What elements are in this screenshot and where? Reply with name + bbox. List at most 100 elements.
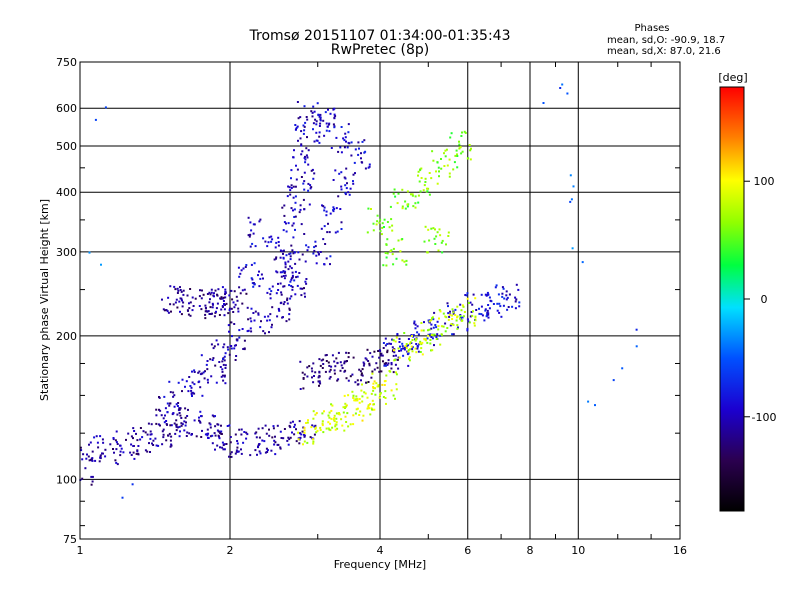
echo-point <box>211 359 214 361</box>
echo-point <box>370 392 373 395</box>
echo-point <box>458 143 461 146</box>
echo-point <box>206 434 209 437</box>
echo-point <box>400 348 403 350</box>
echo-point <box>325 214 328 217</box>
echo-point <box>471 303 474 306</box>
echo-point <box>238 329 241 332</box>
echo-point <box>368 163 371 166</box>
echo-point <box>392 192 395 195</box>
echo-point <box>115 430 118 433</box>
echo-point <box>90 475 93 478</box>
echo-point <box>359 410 362 413</box>
echo-point <box>179 289 182 291</box>
echo-point <box>81 477 84 480</box>
echo-point <box>370 407 373 410</box>
echo-point <box>362 414 365 417</box>
echo-point <box>435 170 437 173</box>
echo-point <box>325 354 328 356</box>
echo-point <box>213 432 216 435</box>
echo-point <box>307 419 309 422</box>
echo-point <box>435 336 438 338</box>
echo-point <box>411 350 414 353</box>
echo-point <box>352 356 355 359</box>
echo-point <box>333 420 336 423</box>
echo-point <box>233 344 236 347</box>
echo-point <box>474 319 477 322</box>
echo-point <box>240 428 243 431</box>
echo-point <box>361 368 364 371</box>
echo-point <box>240 269 243 272</box>
echo-point <box>228 455 230 458</box>
echo-point <box>303 432 306 434</box>
echo-point <box>229 441 232 444</box>
echo-point <box>319 122 322 125</box>
echo-point <box>288 424 291 427</box>
echo-point <box>282 275 285 277</box>
echo-point <box>487 316 490 319</box>
echo-point <box>325 427 328 430</box>
echo-point <box>323 225 326 228</box>
echo-point <box>187 408 189 411</box>
echo-point <box>445 243 447 246</box>
echo-point <box>289 297 292 300</box>
echo-point <box>380 352 383 355</box>
echo-point <box>570 198 573 201</box>
echo-point <box>303 129 306 132</box>
echo-point <box>208 301 211 304</box>
echo-point <box>440 167 443 170</box>
echo-point <box>344 405 347 408</box>
echo-point <box>299 116 302 119</box>
echo-point <box>216 444 219 447</box>
echo-point <box>207 381 209 384</box>
echo-point <box>319 116 322 119</box>
echo-point <box>559 87 562 89</box>
echo-point <box>283 214 286 217</box>
echo-point <box>322 431 325 434</box>
echo-point <box>221 370 224 373</box>
echo-point <box>448 313 451 316</box>
echo-point <box>280 437 283 439</box>
echo-point <box>438 317 440 320</box>
echo-point <box>361 374 364 377</box>
echo-point <box>289 280 292 283</box>
echo-point <box>268 331 270 334</box>
echo-point <box>429 342 432 345</box>
echo-point <box>214 311 217 314</box>
echo-point <box>213 345 216 348</box>
echo-point <box>257 312 260 315</box>
echo-point <box>314 371 317 374</box>
echo-point <box>286 302 289 305</box>
echo-point <box>347 356 350 359</box>
echo-point <box>198 416 200 419</box>
echo-point <box>154 437 157 440</box>
echo-point <box>293 426 296 428</box>
echo-point <box>191 395 193 397</box>
echo-point <box>427 228 430 231</box>
echo-point <box>542 102 545 104</box>
echo-point <box>352 182 355 185</box>
echo-point <box>202 293 205 296</box>
echo-point <box>282 316 284 319</box>
echo-point <box>355 395 358 398</box>
echo-point <box>330 365 333 368</box>
echo-point <box>411 193 414 196</box>
echo-point <box>214 434 217 437</box>
y-tick-label: 600 <box>56 102 77 115</box>
echo-point <box>395 373 398 376</box>
echo-point <box>259 452 262 455</box>
echo-point <box>305 244 308 247</box>
echo-point <box>185 380 188 383</box>
echo-point <box>347 123 350 126</box>
echo-point <box>299 388 302 390</box>
echo-point <box>337 378 340 381</box>
echo-point <box>257 313 260 316</box>
echo-point <box>323 209 326 212</box>
echo-point <box>271 323 273 326</box>
echo-point <box>335 421 338 424</box>
echo-point <box>270 235 273 238</box>
echo-point <box>460 152 463 155</box>
echo-point <box>237 310 240 313</box>
echo-point <box>417 174 419 177</box>
echo-point <box>276 424 279 427</box>
echo-point <box>198 370 201 373</box>
